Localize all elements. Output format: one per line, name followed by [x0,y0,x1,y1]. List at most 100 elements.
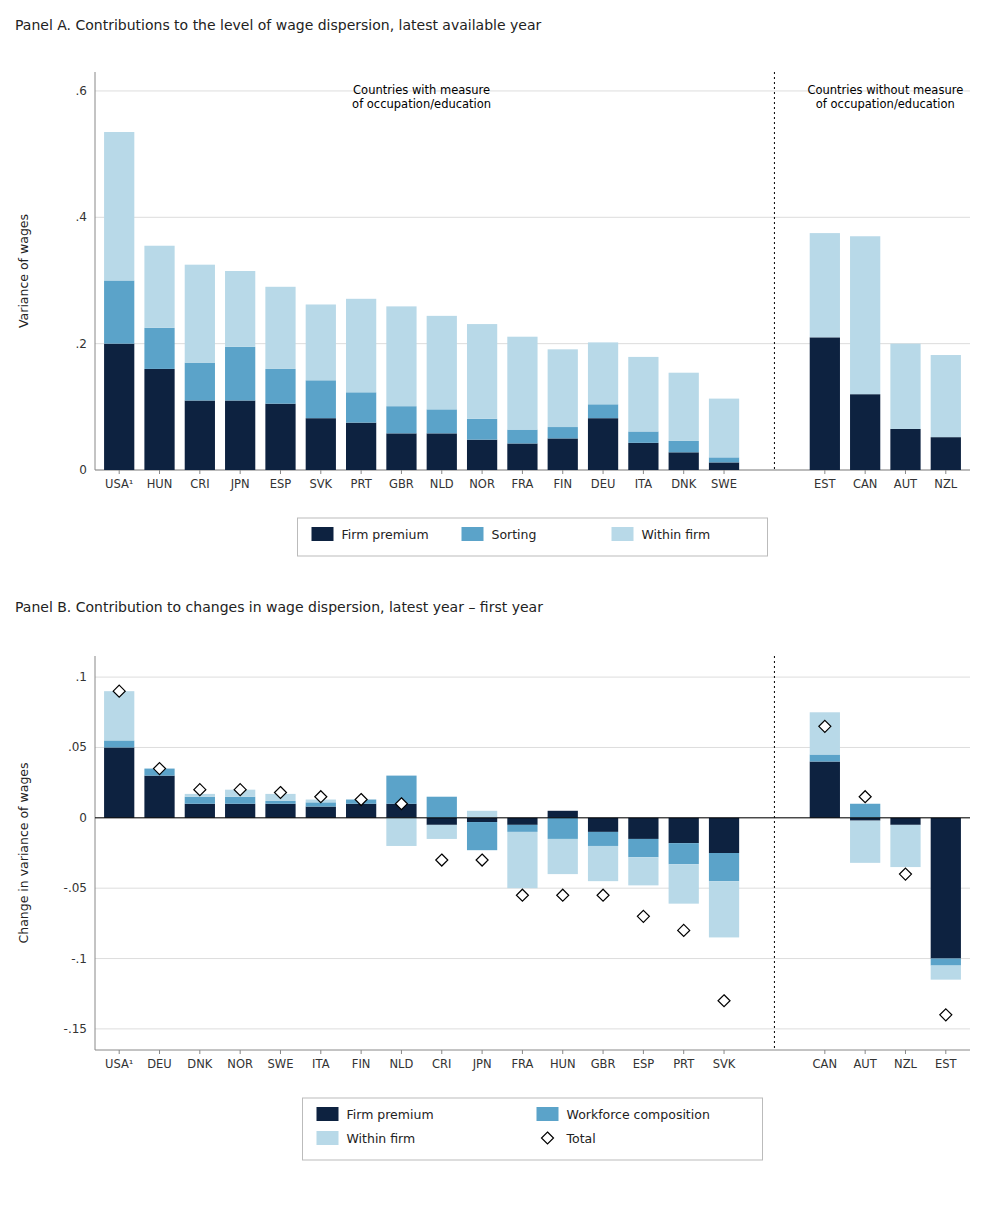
bar-segment [669,843,699,864]
x-tick-label: GBR [591,1057,616,1071]
grid-line [95,217,970,218]
bar-segment [931,818,961,959]
x-tick [905,470,906,474]
grid-line [95,677,970,678]
y-tick-label: .1 [76,670,87,684]
bar-segment [709,853,739,881]
bar-segment [810,712,840,754]
total-marker [234,784,246,796]
panel: Panel B. Contribution to changes in wage… [15,599,970,1160]
bar-segment [669,441,699,452]
x-tick-label: CRI [190,477,209,491]
bar-segment [628,357,658,432]
y-tick-label: .4 [76,210,87,224]
bar-segment [810,755,840,762]
legend-label: Firm premium [342,527,429,542]
x-tick-label: SVK [309,477,332,491]
total-marker [355,794,367,806]
x-tick-label: NZL [934,477,957,491]
x-tick [320,1050,321,1054]
bar-segment [144,369,174,470]
x-tick-label: AUT [894,477,918,491]
x-tick [159,470,160,474]
bar-segment [346,423,376,470]
x-tick-label: DNK [671,477,696,491]
bar-segment [507,430,537,444]
bar-segment [467,440,497,470]
bar-segment [850,821,880,863]
x-tick [482,470,483,474]
bar-segment [931,966,961,980]
x-tick [280,1050,281,1054]
x-tick [683,470,684,474]
total-marker [113,685,125,697]
bar-segment [386,306,416,406]
annotation-line: Countries with measure [353,83,490,97]
bar-segment [104,132,134,280]
bar-segment [104,740,134,747]
total-marker [597,889,609,901]
x-tick-label: ESP [633,1057,655,1071]
y-tick-label: -.15 [64,1022,87,1036]
total-marker [315,791,327,803]
x-tick [562,1050,563,1054]
x-tick [240,1050,241,1054]
x-tick-label: NZL [894,1057,917,1071]
x-tick-label: NOR [469,477,495,491]
bar-segment [265,287,295,369]
bar-segment [225,401,255,470]
total-marker [859,791,871,803]
x-tick-label: EST [814,477,837,491]
bar-segment [548,818,578,839]
x-tick [199,1050,200,1054]
bar-segment [144,246,174,328]
bar-segment [306,807,336,818]
x-tick [724,470,725,474]
x-tick-label: ITA [635,477,653,491]
bar-segment [588,832,618,846]
legend: Firm premiumSortingWithin firm [298,518,768,556]
bar-segment [709,399,739,458]
bar-segment [890,825,920,867]
x-tick [441,1050,442,1054]
y-axis-line [95,656,96,1050]
x-tick-label: FRA [511,1057,533,1071]
bar-segment [265,801,295,804]
y-axis-label: Variance of wages [16,214,31,328]
x-tick-label: SWE [268,1057,294,1071]
panel: Panel A. Contributions to the level of w… [15,17,970,556]
bar-segment [185,265,215,363]
bar-segment [669,818,699,843]
bar-segment [386,406,416,433]
bar-segment [810,337,840,470]
legend-swatch [612,527,634,541]
bar-segment [144,776,174,818]
x-tick [824,470,825,474]
x-tick [603,1050,604,1054]
annotation: Countries without measureof occupation/e… [807,83,963,111]
bar-segment [104,747,134,817]
bar-segment [104,691,134,740]
legend-label: Within firm [642,527,711,542]
x-tick [401,470,402,474]
y-tick-label: 0 [79,811,87,825]
bar-segment [507,818,537,825]
bar-segment [185,797,215,804]
bar-segment [588,404,618,418]
y-axis-line [95,72,96,470]
bar-segment [346,299,376,392]
x-tick-label: FRA [511,477,533,491]
bar-segment [386,818,416,846]
annotation-line: Countries without measure [807,83,963,97]
legend-swatch [462,527,484,541]
bar-segment [931,959,961,966]
bar-segment [709,457,739,462]
x-tick-label: DNK [187,1057,212,1071]
bar-segment [548,438,578,470]
x-tick-label: AUT [854,1057,878,1071]
x-tick [905,1050,906,1054]
bar-segment [185,804,215,818]
bar-segment [548,349,578,427]
y-axis-label: Change in variance of wages [16,762,31,943]
bar-segment [427,433,457,470]
